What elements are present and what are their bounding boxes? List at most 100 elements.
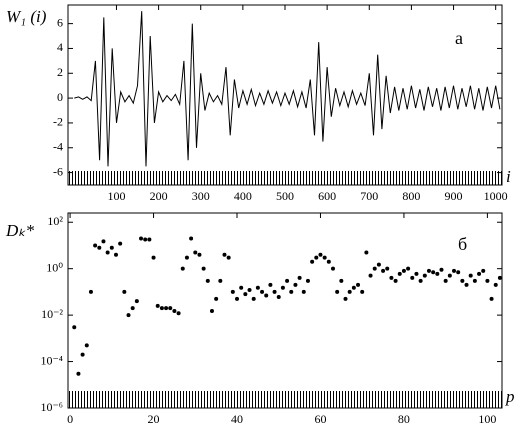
point <box>393 278 398 283</box>
point <box>418 278 423 283</box>
point <box>318 252 323 257</box>
point <box>351 285 356 290</box>
y-tick-label: 10⁻² <box>41 307 63 321</box>
point <box>255 285 260 290</box>
tick-strip <box>68 391 502 408</box>
point <box>347 289 352 294</box>
point <box>493 282 498 287</box>
point <box>456 270 461 275</box>
point <box>72 325 77 330</box>
point <box>426 268 431 273</box>
point <box>109 245 114 250</box>
point <box>159 306 164 311</box>
x-tick-label: 400 <box>234 189 252 203</box>
point <box>239 285 244 290</box>
x-tick-label: 100 <box>107 189 125 203</box>
point <box>305 278 310 283</box>
y-tick-label: 10⁻⁴ <box>40 353 63 367</box>
point <box>164 306 169 311</box>
point <box>84 343 89 348</box>
point <box>447 273 452 278</box>
point <box>289 289 294 294</box>
point <box>422 273 427 278</box>
point <box>118 241 123 246</box>
point <box>193 250 198 255</box>
point <box>439 267 444 272</box>
point <box>285 278 290 283</box>
x-tick-label: 600 <box>318 189 336 203</box>
point <box>276 295 281 300</box>
x-tick-label: 200 <box>150 189 168 203</box>
point <box>247 288 252 293</box>
x-tick-label: 40 <box>231 412 243 426</box>
point <box>481 268 486 273</box>
point <box>230 289 235 294</box>
y-tick-label: -2 <box>53 115 63 129</box>
point <box>293 282 298 287</box>
point <box>189 236 194 241</box>
point <box>326 259 331 264</box>
point <box>134 299 139 304</box>
point <box>452 268 457 273</box>
y-tick-label: 10⁰ <box>46 260 63 274</box>
point <box>443 278 448 283</box>
point <box>113 252 118 257</box>
point <box>468 273 473 278</box>
x-tick-label: 500 <box>276 189 294 203</box>
point <box>368 273 373 278</box>
point <box>497 275 502 280</box>
point <box>385 266 390 271</box>
point <box>88 289 93 294</box>
point <box>101 239 106 244</box>
point <box>401 268 406 273</box>
point <box>139 236 144 241</box>
point <box>251 296 256 301</box>
point <box>172 309 177 314</box>
axes-frame <box>67 212 503 409</box>
point <box>264 293 269 298</box>
point <box>322 255 327 260</box>
point <box>268 282 273 287</box>
point <box>218 278 223 283</box>
x-tick-label: 300 <box>192 189 210 203</box>
point <box>209 309 214 314</box>
point <box>435 271 440 276</box>
point <box>155 303 160 308</box>
point <box>180 266 185 271</box>
point <box>151 255 156 260</box>
point <box>489 296 494 301</box>
point <box>272 289 277 294</box>
point <box>214 296 219 301</box>
y-tick-label: 6 <box>57 15 63 29</box>
point <box>301 289 306 294</box>
point <box>176 311 181 316</box>
x-axis-label: p <box>505 387 515 406</box>
x-tick-label: 20 <box>148 412 160 426</box>
point <box>222 252 227 257</box>
point <box>356 282 361 287</box>
x-tick-label: 100 <box>478 412 496 426</box>
point <box>360 289 365 294</box>
y-tick-label: 2 <box>57 65 63 79</box>
point <box>97 245 102 250</box>
point <box>485 278 490 283</box>
x-tick-label: 800 <box>402 189 420 203</box>
tick-strip <box>68 171 502 185</box>
point <box>280 285 285 290</box>
y-tick-label: 10⁻⁶ <box>40 400 63 414</box>
point <box>339 278 344 283</box>
x-axis-label: i <box>506 167 511 186</box>
x-tick-label: 1000 <box>484 189 508 203</box>
y-tick-label: 4 <box>57 40 63 54</box>
point <box>410 275 415 280</box>
point <box>310 259 315 264</box>
point <box>235 296 240 301</box>
point <box>343 296 348 301</box>
point <box>314 255 319 260</box>
point <box>243 292 248 297</box>
x-tick-label: 0 <box>67 412 73 426</box>
point <box>464 282 469 287</box>
point <box>364 250 369 255</box>
